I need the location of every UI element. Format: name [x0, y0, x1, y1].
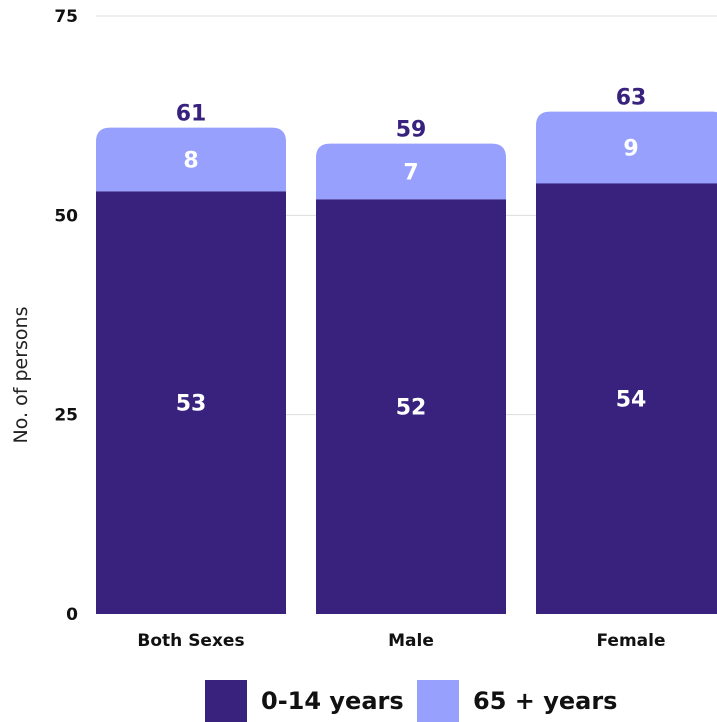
- x-tick-label-male: Male: [388, 631, 434, 651]
- data-label-0-14-both-sexes: 53: [176, 392, 207, 417]
- y-axis-ticks: 0 25 50 75: [54, 7, 78, 625]
- x-tick-label-both-sexes: Both Sexes: [137, 631, 244, 651]
- bar-65-plus-male: [316, 143, 506, 200]
- y-tick-label-50: 50: [54, 206, 78, 226]
- legend-label-0-14-years: 0-14 years: [261, 687, 404, 715]
- data-label-0-14-male: 52: [396, 396, 427, 421]
- y-tick-label-25: 25: [54, 406, 78, 426]
- bar-0-14-male: [316, 199, 506, 615]
- bar-65-plus-both-sexes: [96, 127, 286, 192]
- data-label-0-14-female: 54: [616, 388, 647, 413]
- total-label-male: 59: [396, 118, 427, 143]
- data-label-65-plus-both-sexes: 8: [183, 149, 198, 174]
- y-axis-label: No. of persons: [10, 307, 32, 444]
- data-label-65-plus-male: 7: [403, 160, 418, 185]
- x-tick-label-female: Female: [597, 631, 666, 651]
- y-tick-label-0: 0: [66, 605, 78, 625]
- legend-swatch-65-plus-years: [417, 680, 459, 722]
- legend-swatch-0-14-years: [205, 680, 247, 722]
- bar-65-plus-female: [536, 111, 717, 184]
- y-tick-label-75: 75: [54, 7, 78, 27]
- legend-item-65-plus-years: 65 + years: [417, 680, 617, 722]
- total-label-both-sexes: 61: [176, 102, 207, 127]
- x-axis-ticks: Both Sexes Male Female: [137, 631, 665, 651]
- legend: 0-14 years 65 + years: [0, 680, 717, 722]
- legend-item-0-14-years: 0-14 years: [205, 680, 404, 722]
- data-label-65-plus-female: 9: [623, 137, 638, 162]
- bar-0-14-both-sexes: [96, 191, 286, 614]
- bar-0-14-female: [536, 183, 717, 614]
- legend-label-65-plus-years: 65 + years: [473, 687, 618, 715]
- total-label-female: 63: [616, 86, 647, 111]
- bars: 53 8 61 52 7 59 54 9 63: [96, 86, 717, 615]
